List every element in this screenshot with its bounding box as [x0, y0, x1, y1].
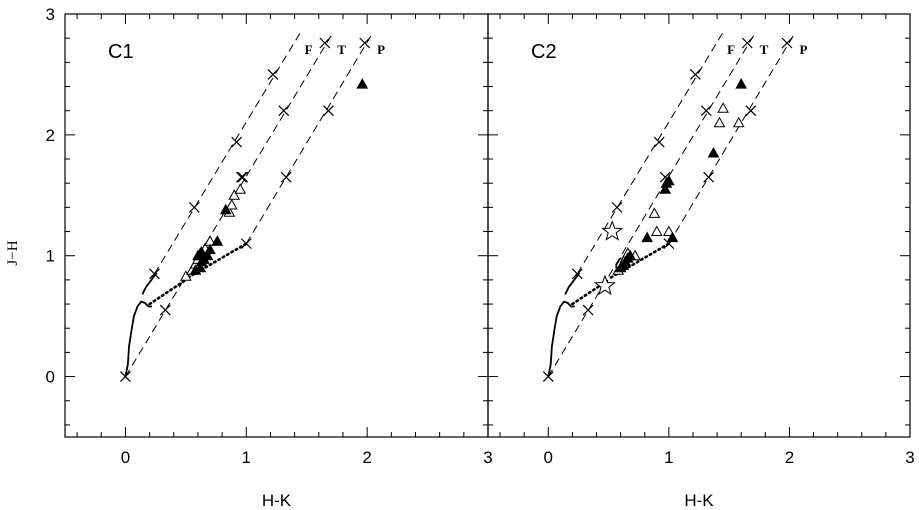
open-triangle-point: [228, 189, 241, 200]
reddening-vector: [154, 31, 302, 275]
reddening-vector: [245, 31, 374, 244]
filled-triangle-point: [219, 203, 232, 215]
x-marker: [188, 201, 200, 213]
open-triangle-point: [732, 116, 745, 128]
reddening-vector: [576, 31, 724, 275]
panel-label: C2: [531, 41, 557, 63]
x-marker: [159, 304, 171, 316]
x-marker: [359, 37, 371, 49]
x-marker: [571, 268, 583, 280]
filled-triangle-point: [356, 78, 369, 89]
x-tick-label: 1: [664, 448, 673, 467]
panel-c1: 0 1 2 3 0 1 2 3 H-K C1 F T P: [46, 5, 493, 510]
x-marker: [741, 37, 753, 49]
x-marker: [781, 37, 793, 49]
reddening-vector-label: F: [305, 42, 313, 57]
filled-triangle-point: [735, 78, 748, 89]
x-axis-label: H-K: [262, 491, 292, 510]
filled-triangle-point: [211, 235, 224, 246]
open-triangle-point: [717, 102, 729, 113]
x-tick-label: 0: [121, 448, 130, 467]
y-tick-label: 0: [46, 368, 55, 387]
filled-triangle-point: [666, 231, 679, 243]
reddening-vector-label: P: [377, 42, 385, 57]
filled-triangle-point: [195, 246, 208, 257]
filled-triangle-point: [659, 183, 672, 194]
filled-triangle-point: [194, 261, 207, 273]
reddening-vector: [547, 31, 757, 377]
filled-triangle-point: [663, 174, 675, 186]
filled-triangle-point: [641, 231, 654, 243]
open-triangle-point: [234, 183, 247, 194]
filled-triangle-point: [624, 249, 637, 261]
y-axis-label: J−H: [5, 240, 21, 265]
x-marker: [700, 105, 712, 117]
ctts-locus-extension: [148, 278, 188, 306]
x-marker: [323, 105, 334, 117]
x-marker: [689, 69, 701, 80]
x-marker: [278, 105, 290, 117]
star-point: [601, 220, 624, 241]
open-triangle-point: [713, 116, 726, 128]
star-point: [594, 274, 616, 296]
open-triangle-point: [663, 225, 675, 237]
main-sequence-locus: [547, 300, 575, 377]
panel-label: C1: [108, 41, 134, 63]
x-marker: [267, 69, 279, 80]
x-marker: [120, 371, 131, 382]
x-marker: [611, 201, 623, 213]
x-marker: [231, 136, 243, 148]
giant-branch-locus: [141, 272, 158, 295]
x-marker: [653, 136, 665, 148]
x-marker: [659, 171, 671, 183]
x-tick-label: 1: [242, 448, 251, 467]
reddening-vector-label: P: [799, 42, 807, 57]
x-marker: [319, 37, 331, 49]
reddening-vector-label: T: [760, 42, 769, 57]
open-triangle-point: [648, 207, 661, 218]
x-axis-label: H-K: [684, 491, 714, 510]
open-triangle-point: [650, 225, 663, 237]
y-tick-label: 1: [46, 247, 55, 266]
reddening-vector-label: T: [337, 42, 346, 57]
x-marker: [236, 171, 247, 183]
x-tick-label: 3: [483, 448, 492, 467]
filled-triangle-point: [204, 243, 216, 255]
x-tick-label: 0: [544, 448, 553, 467]
open-triangle-point: [180, 270, 192, 281]
x-tick-label: 2: [785, 448, 794, 467]
x-tick-label: 3: [905, 448, 914, 467]
x-marker: [582, 304, 594, 316]
x-marker: [280, 171, 292, 183]
x-marker: [149, 268, 160, 280]
filled-triangle-point: [707, 146, 720, 158]
reddening-vector-label: F: [727, 42, 735, 57]
panel-c2: 0 1 2 3 H-K C2 F T P: [487, 13, 915, 510]
x-marker: [745, 105, 757, 117]
x-marker: [237, 171, 249, 183]
x-marker: [542, 371, 554, 382]
giant-branch-locus: [564, 272, 581, 295]
plot-frame: [487, 13, 911, 438]
open-triangle-point: [225, 198, 238, 210]
reddening-vector: [668, 31, 796, 244]
x-marker: [240, 238, 252, 250]
main-sequence-locus: [124, 300, 153, 377]
y-tick-label: 3: [46, 5, 55, 24]
filled-triangle-point: [201, 249, 214, 261]
x-tick-label: 2: [362, 448, 371, 467]
x-marker: [703, 171, 715, 183]
y-tick-label: 2: [46, 126, 55, 145]
